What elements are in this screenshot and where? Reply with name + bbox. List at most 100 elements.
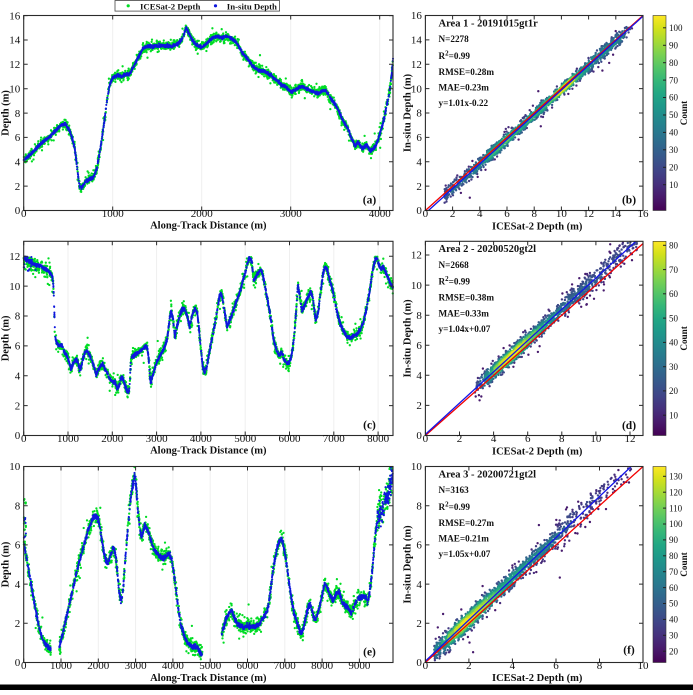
svg-text:4: 4 — [416, 156, 422, 168]
svg-text:80: 80 — [669, 551, 679, 561]
svg-text:6: 6 — [15, 341, 21, 353]
svg-text:2000: 2000 — [191, 208, 214, 220]
svg-text:y=1.05x+0.07: y=1.05x+0.07 — [439, 549, 491, 559]
svg-text:10: 10 — [669, 410, 679, 420]
svg-text:8: 8 — [15, 311, 21, 323]
svg-text:10: 10 — [411, 83, 423, 95]
svg-text:Area 1 - 20191015gt1r: Area 1 - 20191015gt1r — [439, 18, 539, 29]
svg-text:Count: Count — [679, 325, 689, 350]
svg-text:(d): (d) — [622, 420, 636, 432]
svg-text:R2=0.99: R2=0.99 — [439, 49, 471, 61]
svg-text:6: 6 — [416, 132, 422, 144]
svg-text:70: 70 — [669, 75, 679, 85]
svg-text:30: 30 — [669, 362, 679, 372]
svg-text:ICESat-2 Depth (m): ICESat-2 Depth (m) — [492, 222, 583, 233]
svg-text:Area 3 - 20200721gt2l: Area 3 - 20200721gt2l — [439, 469, 537, 480]
svg-text:20: 20 — [669, 386, 679, 396]
svg-text:30: 30 — [669, 145, 679, 155]
svg-text:14: 14 — [9, 35, 21, 47]
svg-text:y=1.04x+0.07: y=1.04x+0.07 — [439, 324, 491, 334]
svg-text:Along-Track Distance (m): Along-Track Distance (m) — [150, 446, 267, 457]
svg-text:R2=0.99: R2=0.99 — [439, 275, 471, 287]
svg-text:2: 2 — [15, 400, 21, 412]
svg-text:6: 6 — [525, 433, 531, 445]
svg-text:3000: 3000 — [280, 208, 303, 220]
svg-text:8000: 8000 — [311, 660, 334, 672]
svg-text:5000: 5000 — [234, 433, 257, 445]
svg-text:100: 100 — [669, 23, 683, 33]
svg-text:4: 4 — [510, 660, 516, 672]
svg-text:9000: 9000 — [348, 660, 371, 672]
svg-text:(c): (c) — [363, 420, 376, 432]
svg-text:130: 130 — [669, 472, 683, 482]
svg-text:0: 0 — [423, 433, 429, 445]
svg-text:Depth (m): Depth (m) — [1, 90, 12, 136]
svg-text:12: 12 — [411, 59, 422, 71]
svg-text:8: 8 — [15, 108, 21, 120]
svg-text:80: 80 — [669, 241, 679, 251]
svg-text:0: 0 — [15, 430, 21, 442]
svg-text:2: 2 — [416, 618, 422, 630]
svg-text:8: 8 — [416, 310, 422, 322]
svg-text:4: 4 — [477, 208, 483, 220]
svg-text:10: 10 — [411, 461, 423, 473]
svg-text:4000: 4000 — [162, 660, 185, 672]
svg-text:2: 2 — [466, 660, 472, 672]
svg-text:80: 80 — [669, 58, 679, 68]
svg-text:60: 60 — [669, 93, 679, 103]
svg-text:16: 16 — [411, 10, 423, 22]
svg-text:16: 16 — [9, 10, 21, 22]
svg-text:1000: 1000 — [57, 433, 80, 445]
svg-text:2: 2 — [15, 618, 21, 630]
svg-text:8: 8 — [416, 108, 422, 120]
svg-text:R2=0.99: R2=0.99 — [439, 500, 471, 512]
svg-text:0: 0 — [416, 205, 422, 217]
svg-text:0: 0 — [21, 660, 27, 672]
svg-text:6000: 6000 — [237, 660, 260, 672]
svg-text:14: 14 — [610, 208, 622, 220]
svg-text:8: 8 — [559, 433, 565, 445]
svg-text:10: 10 — [9, 281, 21, 293]
svg-text:10: 10 — [9, 461, 21, 473]
svg-text:20: 20 — [669, 163, 679, 173]
svg-text:In-situ Depth (m): In-situ Depth (m) — [403, 299, 414, 378]
svg-text:120: 120 — [669, 487, 683, 497]
svg-text:2: 2 — [450, 208, 456, 220]
svg-text:10: 10 — [638, 660, 650, 672]
svg-text:10: 10 — [411, 280, 423, 292]
svg-text:14: 14 — [411, 35, 423, 47]
svg-text:12: 12 — [583, 208, 594, 220]
svg-text:MAE=0.21m: MAE=0.21m — [439, 534, 490, 544]
svg-text:4: 4 — [15, 370, 21, 382]
svg-text:6: 6 — [504, 208, 510, 220]
svg-text:2: 2 — [457, 433, 463, 445]
svg-text:Area 2 - 20200520gt2l: Area 2 - 20200520gt2l — [439, 244, 537, 255]
svg-text:3000: 3000 — [146, 433, 169, 445]
svg-text:12: 12 — [9, 59, 20, 71]
svg-text:N=3163: N=3163 — [439, 485, 470, 495]
svg-text:6: 6 — [553, 660, 559, 672]
svg-text:0: 0 — [416, 430, 422, 442]
svg-text:0: 0 — [21, 433, 27, 445]
svg-text:RMSE=0.28m: RMSE=0.28m — [439, 67, 495, 77]
svg-text:(e): (e) — [363, 647, 376, 659]
svg-text:2000: 2000 — [87, 660, 110, 672]
svg-text:4: 4 — [416, 370, 422, 382]
svg-text:ICESat-2 Depth (m): ICESat-2 Depth (m) — [492, 673, 583, 684]
svg-text:6000: 6000 — [279, 433, 302, 445]
svg-text:10: 10 — [9, 83, 21, 95]
svg-text:10: 10 — [669, 180, 679, 190]
svg-text:2: 2 — [416, 181, 422, 193]
svg-text:110: 110 — [669, 503, 683, 513]
svg-text:16: 16 — [638, 208, 650, 220]
svg-text:MAE=0.23m: MAE=0.23m — [439, 83, 490, 93]
svg-text:Count: Count — [679, 100, 689, 125]
svg-text:10: 10 — [556, 208, 568, 220]
svg-text:7000: 7000 — [323, 433, 346, 445]
svg-text:1000: 1000 — [50, 660, 73, 672]
svg-text:MAE=0.33m: MAE=0.33m — [439, 308, 490, 318]
svg-text:50: 50 — [669, 313, 679, 323]
svg-text:8: 8 — [597, 660, 603, 672]
svg-text:6: 6 — [416, 540, 422, 552]
svg-text:4: 4 — [15, 157, 21, 169]
